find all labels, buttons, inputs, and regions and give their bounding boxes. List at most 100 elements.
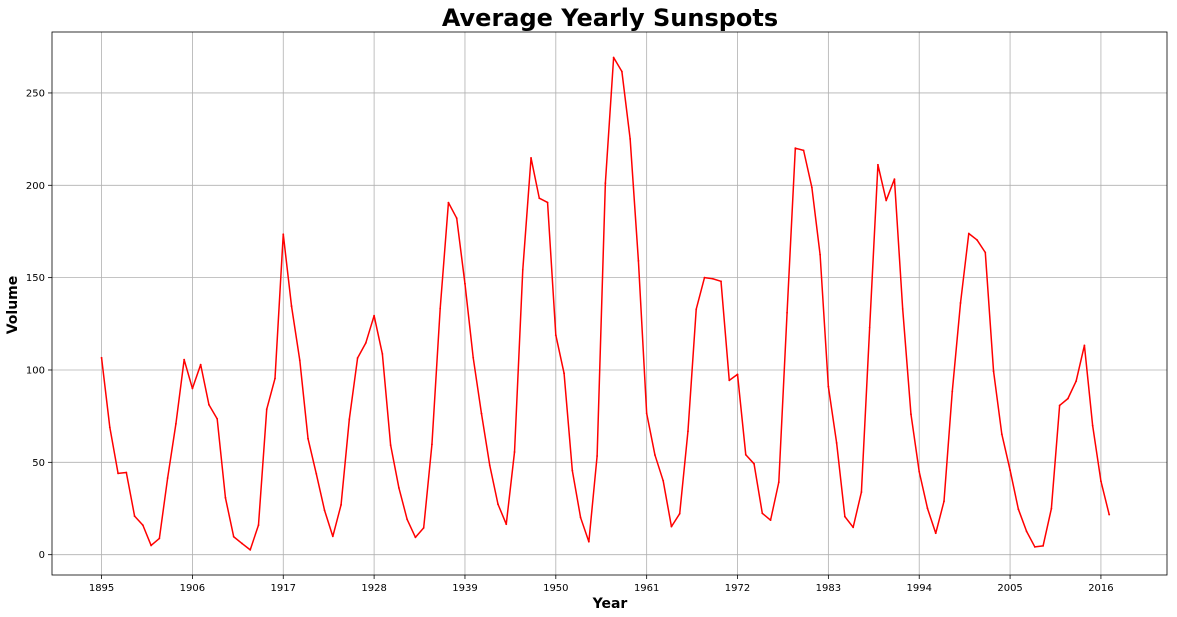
data-point: [554, 334, 557, 336]
data-point: [464, 282, 466, 285]
data-point: [910, 413, 912, 416]
data-point: [703, 276, 706, 279]
data-point: [364, 341, 367, 344]
data-point: [546, 201, 549, 204]
data-point: [678, 512, 681, 515]
data-point: [158, 537, 161, 540]
data-point: [1091, 424, 1094, 427]
data-point: [208, 403, 210, 406]
data-point: [480, 412, 483, 415]
data-point: [984, 251, 987, 254]
data-point: [571, 469, 574, 472]
data-point: [753, 462, 755, 465]
data-point: [397, 486, 400, 489]
data-point: [307, 437, 309, 440]
data-point: [265, 408, 268, 411]
x-tick-label: 2016: [1088, 583, 1113, 594]
data-point: [249, 548, 252, 551]
data-point: [637, 259, 640, 262]
data-point: [654, 454, 656, 456]
data-point: [1083, 344, 1086, 347]
data-point: [232, 535, 235, 538]
data-point: [521, 268, 524, 271]
data-point: [505, 523, 508, 526]
data-point: [877, 163, 879, 166]
data-point: [744, 453, 747, 456]
data-point: [298, 359, 301, 362]
data-point: [1066, 397, 1069, 400]
y-axis: 0 50 100 150 200 250: [26, 88, 52, 561]
data-point: [389, 444, 392, 447]
data-point: [331, 535, 334, 538]
data-point: [620, 70, 623, 73]
data-point: [761, 512, 764, 515]
data-point: [604, 182, 607, 184]
x-tick-label: 1972: [725, 583, 750, 594]
data-point: [893, 178, 896, 181]
x-tick-label: 1906: [180, 583, 205, 594]
data-point: [117, 472, 119, 475]
data-point: [835, 442, 838, 444]
data-point: [455, 217, 458, 220]
data-point: [951, 390, 954, 393]
y-tick-label: 0: [39, 550, 45, 561]
x-tick-label: 1961: [634, 583, 659, 594]
data-points: [100, 56, 1111, 551]
data-point: [728, 379, 731, 382]
series-line: [100, 56, 1110, 551]
data-point: [274, 377, 276, 380]
data-point: [1009, 469, 1011, 471]
plot-frame: [51, 31, 1168, 576]
data-point: [579, 516, 582, 519]
data-point: [794, 147, 797, 150]
data-point: [901, 308, 904, 310]
data-point: [1100, 480, 1102, 483]
data-point: [885, 199, 888, 202]
data-point: [174, 423, 177, 425]
y-tick-label: 250: [26, 88, 45, 99]
y-tick-label: 150: [26, 273, 45, 284]
data-point: [414, 536, 417, 539]
data-point: [1000, 433, 1003, 435]
x-tick-label: 1950: [543, 583, 568, 594]
data-point: [843, 515, 846, 518]
data-point: [645, 412, 648, 415]
data-point: [868, 326, 871, 329]
data-point: [612, 56, 615, 59]
data-point: [125, 471, 128, 474]
data-point: [373, 314, 376, 317]
data-point: [769, 519, 772, 522]
data-point: [199, 363, 202, 366]
data-point: [241, 542, 243, 545]
data-point: [1108, 513, 1111, 516]
data-point: [513, 451, 516, 453]
data-point: [356, 357, 359, 359]
data-point: [563, 372, 565, 375]
x-tick-label: 2005: [997, 583, 1022, 594]
data-point: [587, 540, 590, 543]
data-point: [100, 356, 103, 359]
data-point: [1042, 544, 1045, 547]
data-point: [777, 481, 780, 483]
data-point: [786, 311, 788, 314]
data-point: [1050, 507, 1053, 510]
data-point: [108, 426, 111, 429]
x-tick-label: 1994: [906, 583, 931, 594]
data-point: [720, 280, 722, 283]
data-point: [926, 507, 929, 510]
data-point: [282, 233, 285, 236]
data-point: [150, 544, 153, 547]
data-point: [422, 527, 425, 529]
data-point: [943, 500, 945, 503]
data-point: [827, 385, 830, 388]
data-point: [439, 307, 442, 310]
data-point: [959, 302, 962, 304]
data-point: [431, 443, 433, 446]
data-point: [1025, 530, 1028, 533]
x-tick-label: 1917: [271, 583, 296, 594]
data-point: [852, 526, 855, 529]
data-point: [819, 253, 822, 256]
data-point: [976, 239, 978, 241]
data-point: [695, 308, 698, 311]
